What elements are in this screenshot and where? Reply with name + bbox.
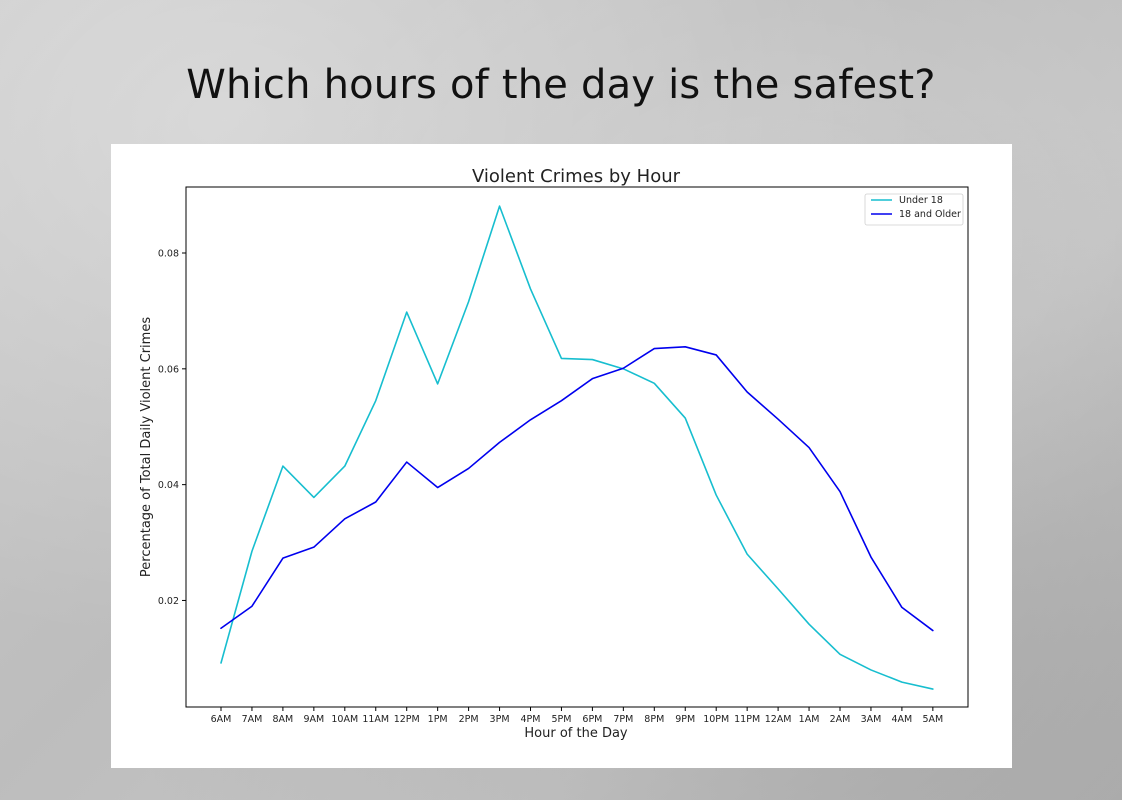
x-tick-label: 8AM	[273, 714, 294, 725]
slide-title: Which hours of the day is the safest?	[186, 62, 936, 108]
x-tick-label: 11AM	[362, 714, 389, 725]
x-tick-label: 12PM	[394, 714, 420, 725]
legend-label-under-18: Under 18	[899, 195, 943, 206]
series-line-under-18	[220, 205, 934, 690]
x-tick-label: 4PM	[521, 714, 541, 725]
x-tick-label: 5PM	[551, 714, 571, 725]
x-axis-label: Hour of the Day	[524, 726, 628, 741]
line-chart: Violent Crimes by Hour 0.020.040.060.08 …	[139, 166, 969, 741]
x-tick-label: 2AM	[830, 714, 851, 725]
y-axis-label: Percentage of Total Daily Violent Crimes	[139, 317, 154, 577]
x-tick-label: 7AM	[242, 714, 263, 725]
x-tick-label: 10AM	[331, 714, 358, 725]
x-tick-label: 12AM	[765, 714, 792, 725]
y-tick-label: 0.02	[158, 596, 179, 607]
y-axis: 0.02 0.04 0.06 0.08	[158, 249, 186, 607]
x-tick-label: 6PM	[582, 714, 602, 725]
x-tick-label: 10PM	[703, 714, 729, 725]
x-tick-label: 7PM	[613, 714, 633, 725]
x-tick-label: 6AM	[211, 714, 232, 725]
x-tick-label: 5AM	[922, 714, 943, 725]
x-tick-label: 3PM	[490, 714, 510, 725]
x-tick-label: 8PM	[644, 714, 664, 725]
series-layer	[220, 205, 934, 690]
x-tick-label: 1AM	[799, 714, 820, 725]
chart-figure: Violent Crimes by Hour 0.02 0.04 0.06 0.08 …	[111, 144, 1012, 768]
x-tick-label: 9PM	[675, 714, 695, 725]
legend-box	[864, 193, 964, 226]
x-tick-label: 1PM	[428, 714, 448, 725]
series-line-18-and-older	[220, 346, 934, 632]
plot-area	[185, 186, 969, 708]
y-tick-label: 0.08	[158, 249, 179, 260]
x-tick-label: 11PM	[734, 714, 760, 725]
x-tick-label: 4AM	[892, 714, 913, 725]
legend: Under 18 18 and Older	[864, 193, 964, 226]
chart-title: Violent Crimes by Hour	[472, 166, 681, 187]
x-tick-label: 9AM	[303, 714, 324, 725]
y-tick-label: 0.06	[158, 364, 179, 375]
x-axis: 6AM 7AM 8AM 9AM 10AM 11AM 12PM 1PM 2PM 3PM 4PM 5PM 6…	[211, 707, 943, 725]
x-tick-label: 2PM	[459, 714, 479, 725]
y-tick-label: 0.04	[158, 480, 179, 491]
x-tick-label: 3AM	[861, 714, 882, 725]
legend-label-18-and-older: 18 and Older	[899, 209, 961, 220]
